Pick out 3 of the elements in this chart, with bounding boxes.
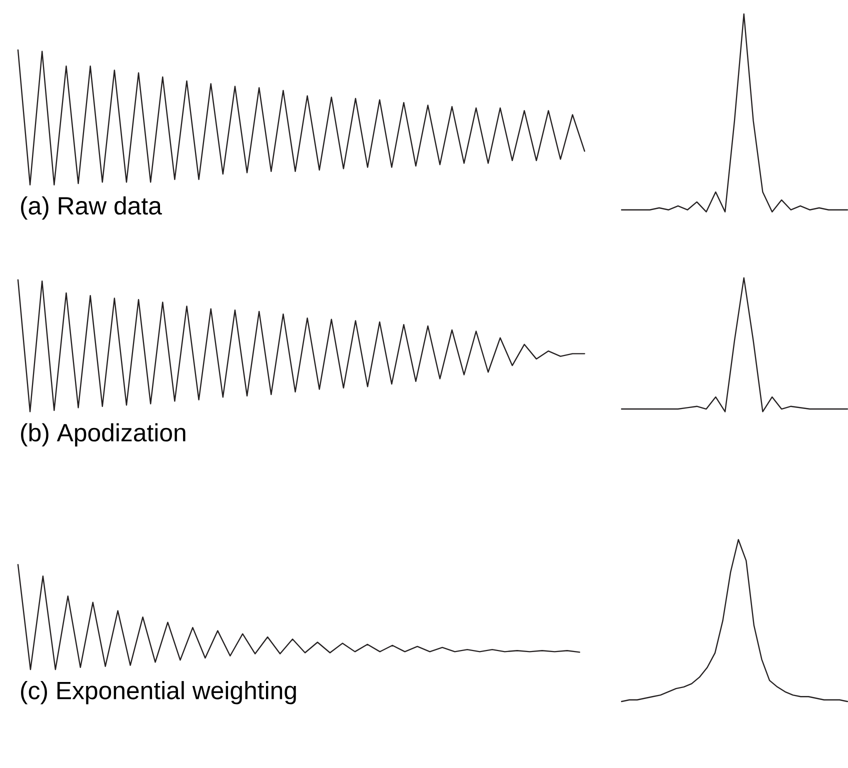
text: (a) Raw data [21,196,162,220]
text: (b) Apodization [21,423,186,446]
text: (c) Exponential weighting [21,680,296,704]
